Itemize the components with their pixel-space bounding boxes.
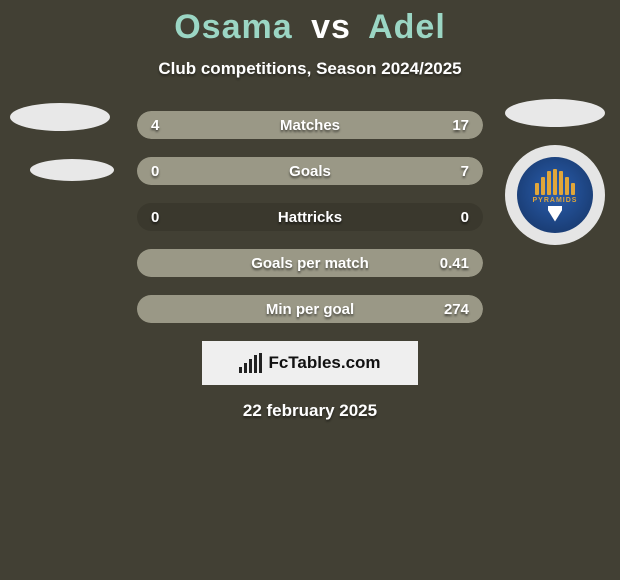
title-player1: Osama — [174, 8, 292, 46]
stat-row: 0Hattricks0 — [137, 203, 483, 231]
page-title: Osama vs Adel — [0, 8, 620, 47]
stat-label: Hattricks — [137, 203, 483, 231]
bar-chart-icon — [239, 353, 262, 373]
stat-right-value: 0.41 — [440, 249, 469, 277]
comparison-infographic: Osama vs Adel Club competitions, Season … — [0, 0, 620, 421]
oval-shape — [505, 99, 605, 127]
stat-row: 4Matches17 — [137, 111, 483, 139]
stat-right-value: 7 — [461, 157, 469, 185]
stat-label: Matches — [137, 111, 483, 139]
club-badge: PYRAMIDS — [505, 145, 605, 245]
stats-section: PYRAMIDS 4Matches170Goals70Hattricks0Goa… — [0, 111, 620, 323]
left-avatar-placeholder — [10, 103, 114, 181]
subtitle: Club competitions, Season 2024/2025 — [0, 59, 620, 79]
source-logo: FcTables.com — [202, 341, 418, 385]
stat-bars: 4Matches170Goals70Hattricks0Goals per ma… — [137, 111, 483, 323]
title-player2: Adel — [368, 8, 446, 46]
stat-row: 0Goals7 — [137, 157, 483, 185]
oval-shape — [30, 159, 114, 181]
club-badge-inner: PYRAMIDS — [517, 157, 593, 233]
source-logo-text: FcTables.com — [268, 353, 380, 373]
date-text: 22 february 2025 — [0, 401, 620, 421]
stat-row: Min per goal274 — [137, 295, 483, 323]
shield-icon — [548, 206, 562, 222]
stat-right-value: 0 — [461, 203, 469, 231]
stat-right-value: 274 — [444, 295, 469, 323]
oval-shape — [10, 103, 110, 131]
stat-label: Min per goal — [137, 295, 483, 323]
pyramids-icon — [535, 169, 575, 195]
stat-right-value: 17 — [452, 111, 469, 139]
right-avatar-column: PYRAMIDS — [505, 99, 605, 245]
stat-row: Goals per match0.41 — [137, 249, 483, 277]
stat-label: Goals per match — [137, 249, 483, 277]
stat-label: Goals — [137, 157, 483, 185]
club-badge-text: PYRAMIDS — [533, 197, 578, 204]
title-vs: vs — [311, 8, 351, 46]
